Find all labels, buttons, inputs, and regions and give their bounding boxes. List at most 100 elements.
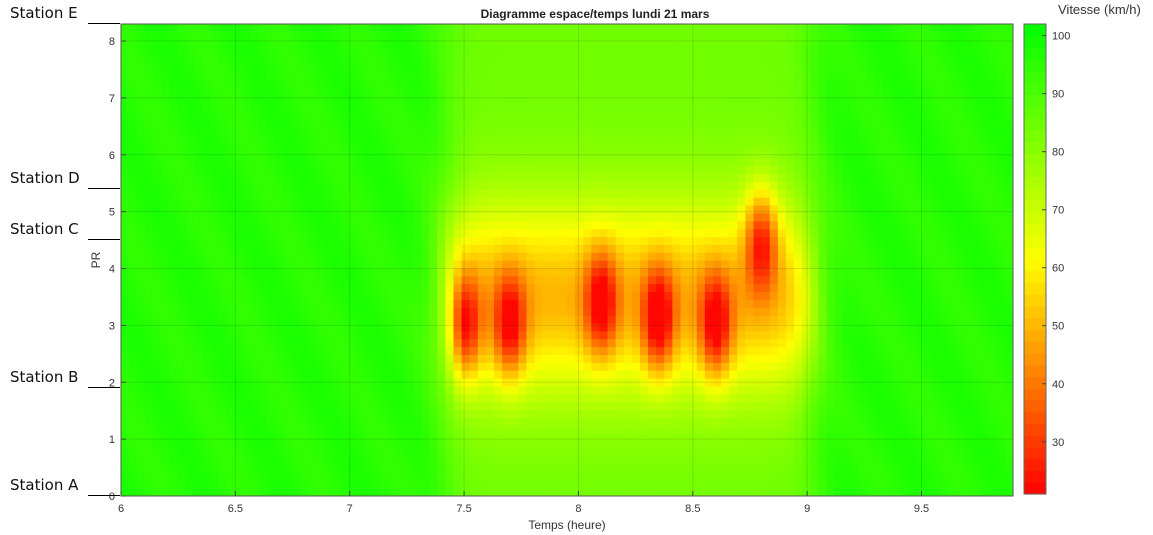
heatmap-cell bbox=[177, 362, 187, 371]
heatmap-cell bbox=[721, 197, 730, 206]
heatmap-cell bbox=[185, 110, 195, 119]
heatmap-cell bbox=[469, 322, 479, 332]
heatmap-cell bbox=[339, 315, 349, 324]
heatmap-cell bbox=[591, 464, 601, 473]
heatmap-cell bbox=[396, 330, 406, 340]
heatmap-cell bbox=[721, 260, 730, 269]
heatmap-cell bbox=[315, 362, 325, 371]
heatmap-cell bbox=[258, 456, 268, 466]
heatmap-cell bbox=[550, 330, 560, 340]
heatmap-cell bbox=[672, 433, 682, 442]
heatmap-cell bbox=[526, 181, 536, 190]
heatmap-cell bbox=[299, 440, 309, 450]
heatmap-cell bbox=[323, 126, 333, 135]
heatmap-cell bbox=[729, 204, 738, 214]
heatmap-cell bbox=[777, 173, 787, 182]
heatmap-cell bbox=[510, 173, 519, 182]
heatmap-cell bbox=[745, 220, 755, 230]
heatmap-cell bbox=[331, 244, 341, 253]
heatmap-cell bbox=[388, 472, 398, 481]
heatmap-cell bbox=[356, 204, 365, 214]
heatmap-cell bbox=[469, 260, 479, 269]
heatmap-cell bbox=[307, 385, 317, 395]
heatmap-cell bbox=[461, 267, 471, 277]
heatmap-cell bbox=[599, 338, 609, 348]
heatmap-cell bbox=[485, 126, 495, 135]
heatmap-cell bbox=[469, 55, 479, 64]
heatmap-cell bbox=[226, 370, 236, 379]
heatmap-cell bbox=[623, 31, 633, 41]
heatmap-cell bbox=[510, 409, 519, 418]
heatmap-cell bbox=[777, 417, 787, 426]
heatmap-cell bbox=[453, 47, 463, 57]
heatmap-cell bbox=[258, 346, 268, 355]
heatmap-cell bbox=[591, 488, 601, 496]
heatmap-cell bbox=[437, 267, 446, 277]
heatmap-cell bbox=[745, 63, 755, 72]
heatmap-cell bbox=[567, 94, 576, 104]
heatmap-cell bbox=[218, 315, 228, 324]
heatmap-cell bbox=[469, 118, 479, 127]
heatmap-cell bbox=[567, 440, 576, 450]
heatmap-cell bbox=[591, 189, 601, 198]
heatmap-cell bbox=[145, 173, 155, 182]
heatmap-cell bbox=[437, 464, 446, 473]
heatmap-cell bbox=[421, 118, 430, 127]
heatmap-cell bbox=[696, 448, 706, 458]
heatmap-cell bbox=[323, 472, 333, 481]
heatmap-cell bbox=[745, 291, 755, 300]
heatmap-cell bbox=[502, 142, 511, 151]
heatmap-cell bbox=[534, 401, 544, 411]
heatmap-cell bbox=[210, 79, 219, 88]
heatmap-cell bbox=[404, 315, 414, 324]
heatmap-cell bbox=[607, 275, 617, 285]
heatmap-cell bbox=[218, 165, 228, 175]
heatmap-cell bbox=[615, 47, 625, 57]
heatmap-cell bbox=[761, 425, 771, 434]
heatmap-cell bbox=[226, 126, 236, 135]
heatmap-cell bbox=[753, 346, 763, 355]
heatmap-cell bbox=[185, 267, 195, 277]
heatmap-cell bbox=[291, 425, 300, 434]
heatmap-cell bbox=[534, 110, 544, 119]
heatmap-cell bbox=[761, 118, 771, 127]
heatmap-cell bbox=[502, 79, 511, 88]
heatmap-cell bbox=[721, 252, 730, 261]
heatmap-cell bbox=[315, 456, 325, 466]
heatmap-cell bbox=[656, 385, 665, 395]
heatmap-cell bbox=[510, 181, 519, 190]
heatmap-cell bbox=[291, 31, 300, 41]
heatmap-cell bbox=[737, 472, 746, 481]
heatmap-cell bbox=[631, 31, 641, 41]
heatmap-cell bbox=[769, 260, 779, 269]
heatmap-cell bbox=[729, 181, 738, 190]
heatmap-cell bbox=[218, 24, 228, 33]
heatmap-cell bbox=[753, 63, 763, 72]
heatmap-cell bbox=[421, 338, 430, 348]
heatmap-cell bbox=[664, 354, 674, 363]
heatmap-cell bbox=[510, 252, 519, 261]
heatmap-cell bbox=[372, 409, 382, 418]
heatmap-cell bbox=[688, 212, 698, 222]
heatmap-cell bbox=[177, 409, 187, 418]
heatmap-cell bbox=[737, 47, 746, 57]
heatmap-cell bbox=[469, 385, 479, 395]
heatmap-cell bbox=[567, 134, 576, 143]
heatmap-cell bbox=[404, 189, 414, 198]
heatmap-cell bbox=[591, 393, 601, 403]
heatmap-cell bbox=[510, 236, 519, 245]
heatmap-cell bbox=[664, 346, 674, 355]
heatmap-cell bbox=[575, 283, 584, 293]
heatmap-cell bbox=[421, 63, 430, 72]
heatmap-cell bbox=[339, 71, 349, 80]
heatmap-cell bbox=[169, 47, 179, 57]
heatmap-cell bbox=[737, 409, 746, 418]
heatmap-cell bbox=[364, 433, 373, 442]
heatmap-cell bbox=[721, 440, 730, 450]
heatmap-cell bbox=[777, 456, 787, 466]
heatmap-cell bbox=[510, 165, 519, 175]
heatmap-cell bbox=[307, 149, 317, 159]
heatmap-cell bbox=[477, 440, 487, 450]
heatmap-cell bbox=[218, 322, 228, 332]
heatmap-cell bbox=[307, 480, 317, 489]
